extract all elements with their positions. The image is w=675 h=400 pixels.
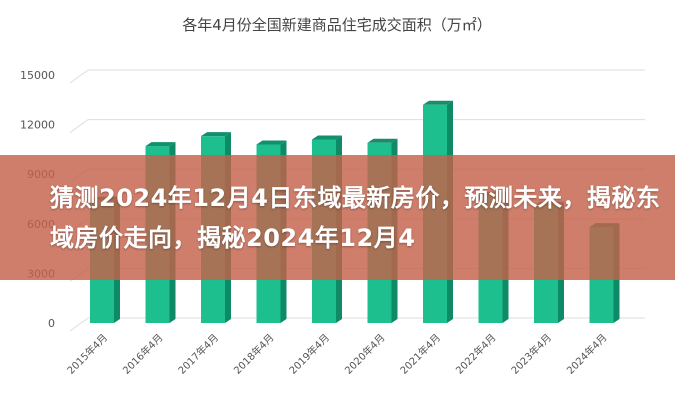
bar-top xyxy=(256,140,287,145)
headline-banner: 猜测2024年12月4日东域最新房价，预测未来，揭秘东域房价走向，揭秘2024年… xyxy=(0,155,675,280)
x-tick-label: 2023年4月 xyxy=(508,331,554,377)
x-tick-label: 2022年4月 xyxy=(453,331,499,377)
bar-top xyxy=(423,100,453,105)
chart-title: 各年4月份全国新建商品住宅成交面积（万㎡） xyxy=(182,16,492,34)
gridline-perspective xyxy=(69,69,89,84)
headline-text: 猜测2024年12月4日东域最新房价，预测未来，揭秘东域房价走向，揭秘2024年… xyxy=(50,183,661,252)
x-tick-label: 2017年4月 xyxy=(175,331,221,377)
x-tick-label: 2015年4月 xyxy=(64,331,110,377)
x-tick-label: 2019年4月 xyxy=(286,331,332,377)
x-tick-label: 2018年4月 xyxy=(231,331,277,377)
y-tick-label: 12000 xyxy=(20,119,55,132)
bar-top xyxy=(201,132,231,137)
y-tick-label: 15000 xyxy=(20,69,55,82)
bar-top xyxy=(367,138,398,143)
bar-top xyxy=(312,135,342,140)
x-tick-label: 2020年4月 xyxy=(342,331,388,377)
gridline-perspective xyxy=(69,317,89,332)
bar-top xyxy=(145,142,176,147)
x-tick-label: 2016年4月 xyxy=(120,331,166,377)
gridline-perspective xyxy=(69,119,89,134)
x-tick-label: 2024年4月 xyxy=(564,331,610,377)
y-tick-label: 0 xyxy=(48,317,55,330)
x-tick-label: 2021年4月 xyxy=(397,331,443,377)
